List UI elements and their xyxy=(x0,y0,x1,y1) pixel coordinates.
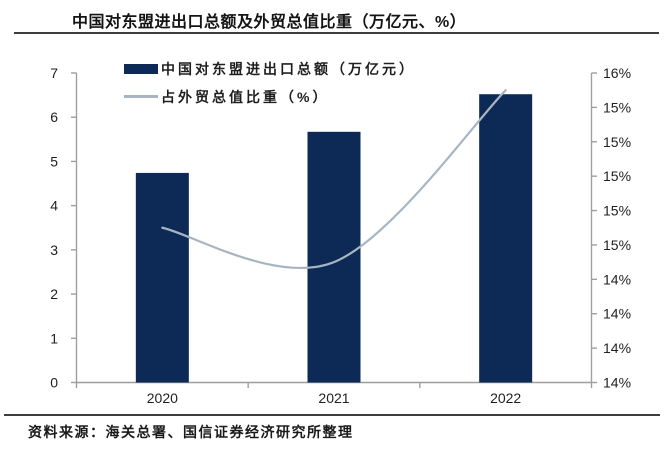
legend-item-bar-series: 中国对东盟进出口总额（万亿元） xyxy=(124,59,416,78)
title-divider xyxy=(14,32,659,34)
left-axis-tick-label: 6 xyxy=(50,109,58,125)
x-category-label: 2020 xyxy=(147,390,178,406)
bar-2021 xyxy=(307,131,361,383)
trend-line-ratio-of-total-trade xyxy=(161,89,507,269)
right-axis-tick-label: 14% xyxy=(603,306,631,322)
right-axis-tick-label: 14% xyxy=(603,340,631,356)
x-category-label: 2021 xyxy=(318,390,349,406)
left-axis-tick-label: 1 xyxy=(50,330,58,346)
chart-title: 中国对东盟进出口总额及外贸总值比重（万亿元、%） xyxy=(72,14,467,31)
legend-label-line-series: 占外贸总值比重（%） xyxy=(161,88,330,105)
bar-2020 xyxy=(135,172,189,383)
right-axis-tick-label: 16% xyxy=(603,65,631,81)
x-category-label: 2022 xyxy=(490,390,521,406)
left-axis-tick-label: 3 xyxy=(50,242,58,258)
left-axis-tick-label: 5 xyxy=(50,153,58,169)
right-axis-tick-label: 14% xyxy=(603,271,631,287)
bar-2022 xyxy=(479,94,533,383)
right-axis-tick-label: 15% xyxy=(603,237,631,253)
left-axis-tick-label: 0 xyxy=(50,375,58,391)
footer-divider xyxy=(4,414,660,416)
right-axis-tick-label: 15% xyxy=(603,168,631,184)
right-axis-tick-label: 14% xyxy=(603,375,631,391)
right-axis-tick-label: 15% xyxy=(603,99,631,115)
chart-legend: 中国对东盟进出口总额（万亿元） 占外贸总值比重（%） xyxy=(124,59,416,106)
legend-label-bar-series: 中国对东盟进出口总额（万亿元） xyxy=(161,60,416,77)
line-series-swatch-icon xyxy=(124,95,158,98)
bar-series-swatch-icon xyxy=(124,63,158,74)
source-note: 资料来源：海关总署、国信证券经济研究所整理 xyxy=(28,424,354,440)
right-axis-tick-label: 15% xyxy=(603,203,631,219)
left-axis-tick-label: 7 xyxy=(50,65,58,81)
legend-item-line-series: 占外贸总值比重（%） xyxy=(124,87,416,106)
right-axis-tick-label: 15% xyxy=(603,134,631,150)
left-axis-tick-label: 4 xyxy=(50,198,58,214)
left-axis-tick-label: 2 xyxy=(50,286,58,302)
